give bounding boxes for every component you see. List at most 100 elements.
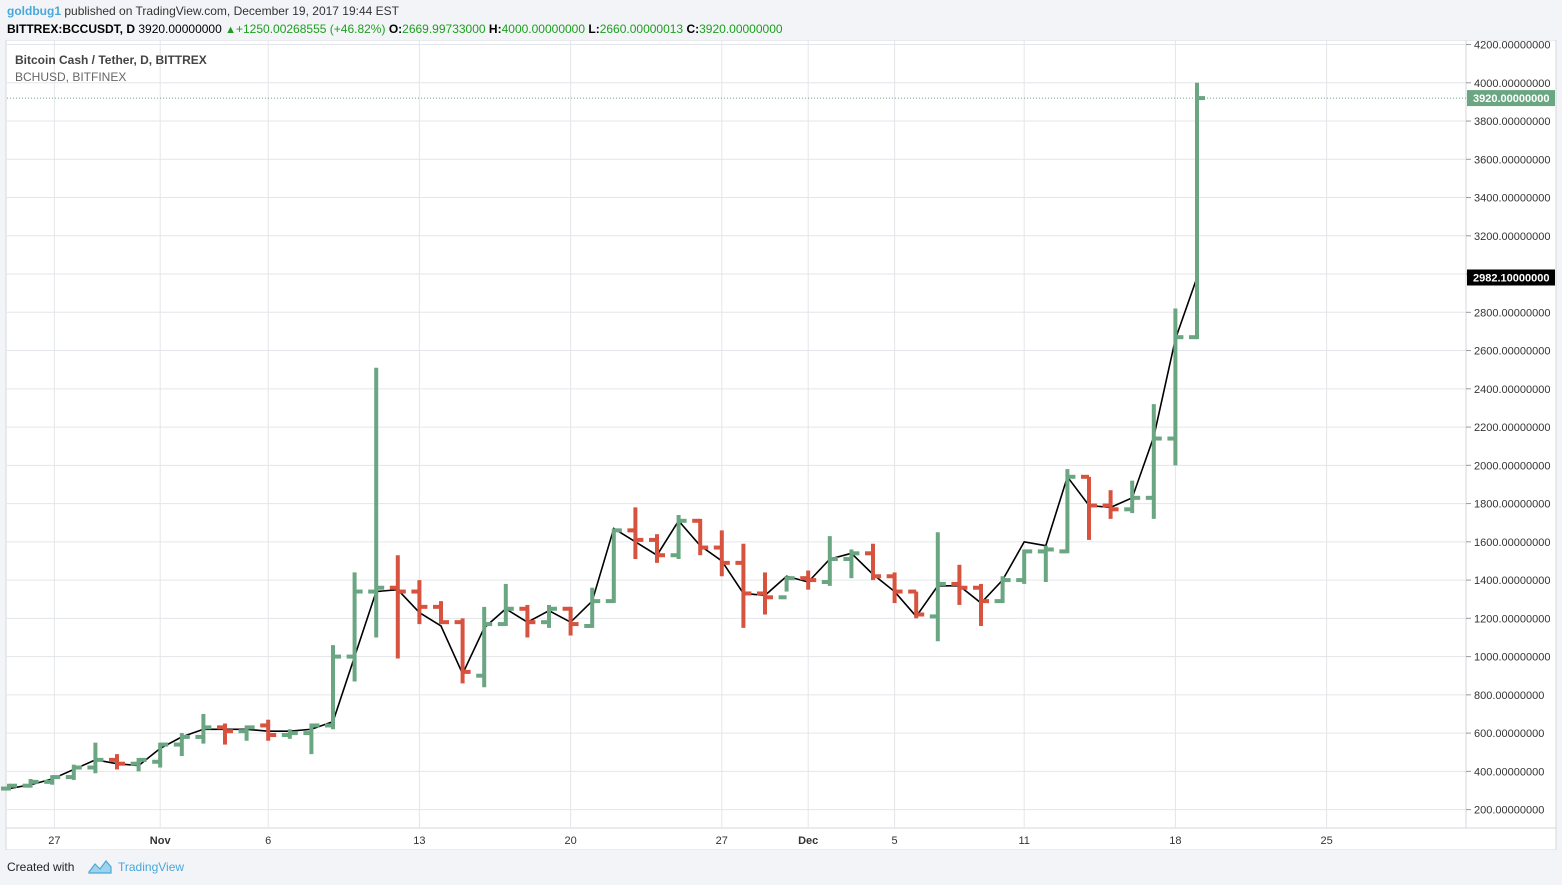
ohlc-bar — [87, 742, 104, 774]
ohlc-bar — [541, 604, 557, 628]
ohlc-bar — [1145, 404, 1162, 519]
x-tick-label: 20 — [564, 835, 576, 847]
compare-price-tag-label: 2982.10000000 — [1473, 272, 1549, 284]
price-change: +1250.00268555 (+46.82%) — [236, 22, 386, 36]
y-tick-label: 1800.00000000 — [1474, 499, 1550, 511]
tradingview-brand-link[interactable]: TradingView — [118, 860, 185, 874]
ohlc-bar — [886, 572, 903, 604]
ohlc-bar — [22, 778, 39, 788]
publish-line: goldbug1 published on TradingView.com, D… — [7, 4, 399, 18]
ohlc-bar — [649, 534, 665, 563]
ohlc-bar — [605, 528, 622, 604]
ohlc-bar — [476, 606, 493, 688]
x-tick-label: 18 — [1169, 835, 1181, 847]
ohlc-bar — [908, 589, 925, 619]
ohlc-bar — [389, 555, 406, 659]
ohlc-bar — [44, 775, 61, 785]
ohlc-bar — [1059, 469, 1076, 554]
y-tick-label: 200.00000000 — [1474, 805, 1544, 817]
x-tick-label: 13 — [413, 835, 425, 847]
open-label: O: — [388, 22, 403, 36]
y-tick-label: 400.00000000 — [1474, 766, 1544, 778]
ohlc-bar — [1167, 308, 1184, 466]
ohlc-bar — [217, 723, 233, 745]
high-value: 4000.00000000 — [501, 22, 586, 36]
price-chart[interactable]: 200.00000000 400.00000000 600.00000000 800.… — [0, 40, 1562, 850]
x-tick-label: Dec — [798, 835, 818, 847]
ohlc-bar — [281, 729, 298, 739]
ohlc-bar — [325, 645, 341, 730]
ohlc-bar — [152, 742, 169, 768]
ohlc-bar — [195, 713, 212, 744]
y-tick-label: 2400.00000000 — [1474, 384, 1550, 396]
close-value: 3920.00000000 — [699, 22, 783, 36]
created-with-text: Created with — [7, 860, 75, 874]
low-label: L: — [588, 22, 600, 36]
ohlc-bar — [433, 601, 449, 625]
y-tick-label: 4000.00000000 — [1474, 78, 1550, 90]
ohlc-bar-series — [1, 82, 1205, 791]
last-price-tag-label: 3920.00000000 — [1473, 93, 1549, 105]
ohlc-bar — [735, 543, 752, 628]
y-tick-label: 2600.00000000 — [1474, 346, 1550, 358]
x-tick-label: 27 — [716, 835, 728, 847]
ohlc-bar — [173, 733, 190, 757]
x-tick-label: 6 — [265, 835, 271, 847]
footer: Created with TradingView — [0, 850, 1562, 885]
ohlc-bar — [238, 725, 255, 741]
x-tick-label: 25 — [1320, 835, 1332, 847]
ohlc-bar — [800, 570, 817, 590]
up-arrow-icon: ▲ — [225, 24, 236, 36]
publish-info: published on TradingView.com, December 1… — [64, 4, 399, 18]
high-label: H: — [488, 22, 502, 36]
grid-lines — [7, 40, 1471, 828]
time-axis[interactable] — [5, 827, 1557, 850]
ohlc-bar — [303, 723, 320, 755]
ohlc-bar — [973, 583, 989, 626]
ohlc-bar — [260, 719, 277, 741]
y-tick-label: 1600.00000000 — [1474, 537, 1550, 549]
x-tick-label: 11 — [1018, 835, 1029, 847]
ohlc-bar — [843, 549, 860, 579]
tradingview-logo-icon[interactable] — [87, 858, 113, 876]
ohlc-bar — [994, 576, 1011, 604]
y-tick-label: 2200.00000000 — [1474, 422, 1550, 434]
main-series-legend[interactable]: Bitcoin Cash / Tether, D, BITTREX — [15, 53, 207, 67]
author-link[interactable]: goldbug1 — [7, 4, 61, 18]
ohlc-bar — [757, 572, 773, 615]
ohlc-bar — [778, 576, 795, 600]
y-tick-label: 2800.00000000 — [1474, 307, 1550, 319]
ohlc-status-line: BITTREX:BCCUSDT, D 3920.00000000 ▲+1250.… — [7, 22, 783, 36]
close-label: C: — [686, 22, 700, 36]
ohlc-bar — [865, 543, 881, 581]
y-tick-label: 1200.00000000 — [1474, 613, 1550, 625]
symbol-label: BITTREX:BCCUSDT, D — [7, 22, 135, 36]
y-tick-label: 3600.00000000 — [1474, 154, 1550, 166]
y-tick-label: 2000.00000000 — [1474, 460, 1550, 472]
ohlc-bar — [1102, 490, 1119, 519]
price-tags: 3920.00000000 2982.10000000 — [7, 90, 1555, 286]
x-tick-label: 5 — [892, 835, 898, 847]
ohlc-bar — [368, 367, 385, 638]
ohlc-bar — [692, 518, 709, 556]
y-tick-label: 800.00000000 — [1474, 690, 1544, 702]
low-value: 2660.00000013 — [599, 22, 684, 36]
ohlc-bar — [1016, 549, 1033, 584]
price-axis[interactable] — [1465, 40, 1557, 829]
y-tick-label: 1400.00000000 — [1474, 575, 1550, 587]
y-tick-label: 3200.00000000 — [1474, 231, 1550, 243]
compare-series-legend[interactable]: BCHUSD, BITFINEX — [15, 70, 127, 84]
ohlc-bar — [562, 606, 579, 636]
ohlc-bar — [670, 515, 687, 560]
open-value: 2669.99733000 — [402, 22, 486, 36]
ohlc-bar — [584, 587, 601, 628]
ohlc-bar — [1037, 545, 1054, 582]
plot-area[interactable] — [5, 40, 1467, 829]
compare-price-tag — [1467, 269, 1555, 286]
x-tick-label: 27 — [48, 835, 60, 847]
ohlc-bar — [497, 583, 514, 627]
y-tick-labels: 200.00000000 400.00000000 600.00000000 800.… — [1474, 40, 1550, 817]
y-tick-label: 4200.00000000 — [1474, 40, 1550, 52]
ohlc-bar — [346, 572, 363, 682]
ohlc-bar — [411, 580, 428, 625]
